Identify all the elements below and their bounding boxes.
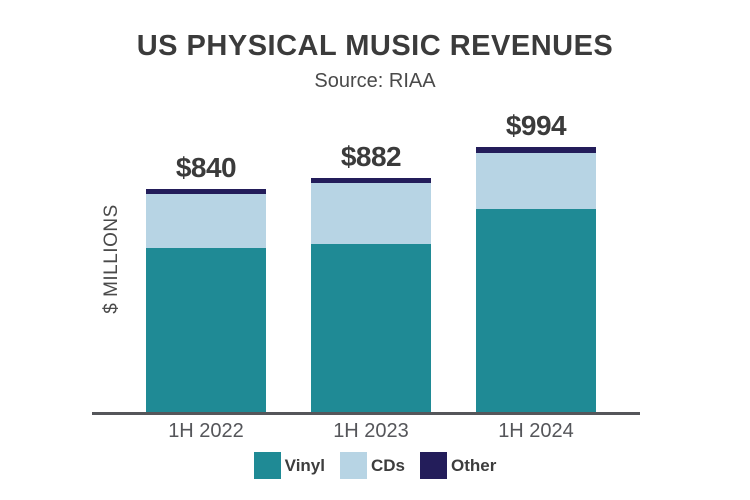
- x-axis-line: [92, 412, 640, 415]
- x-tick-label: 1H 2023: [333, 420, 409, 442]
- legend-swatch-vinyl: [253, 452, 281, 479]
- bar-1h-2023: $882: [311, 141, 431, 415]
- segment-vinyl: [146, 248, 266, 415]
- x-tick-label: 1H 2022: [168, 420, 244, 442]
- bar-value-label: $840: [175, 152, 237, 183]
- legend-swatch-cds: [339, 452, 367, 479]
- segment-cds: [146, 194, 266, 248]
- legend-item-cds: CDs: [339, 452, 405, 479]
- legend: Vinyl CDs Other: [0, 452, 750, 479]
- segment-other: [476, 147, 596, 153]
- chart-title: US PHYSICAL MUSIC REVENUES: [136, 30, 614, 62]
- segment-cds: [311, 183, 431, 244]
- legend-swatch-other: [420, 452, 447, 479]
- legend-item-other: Other: [420, 452, 496, 479]
- legend-label: CDs: [370, 455, 405, 475]
- bar-value-label: $882: [340, 141, 402, 172]
- legend-label: Vinyl: [284, 455, 325, 475]
- segment-cds: [476, 153, 596, 209]
- bar-1h-2024: $994: [476, 110, 596, 415]
- legend-label: Other: [451, 455, 497, 475]
- segment-vinyl: [476, 209, 596, 415]
- segment-other: [311, 178, 431, 183]
- legend-item-vinyl: Vinyl: [253, 452, 325, 479]
- chart-subtitle: Source: RIAA: [314, 70, 436, 92]
- bar-1h-2022: $840: [146, 152, 266, 415]
- bar-value-label: $994: [505, 110, 567, 141]
- segment-vinyl: [311, 244, 431, 415]
- x-tick-label: 1H 2024: [498, 420, 574, 442]
- segment-other: [146, 189, 266, 194]
